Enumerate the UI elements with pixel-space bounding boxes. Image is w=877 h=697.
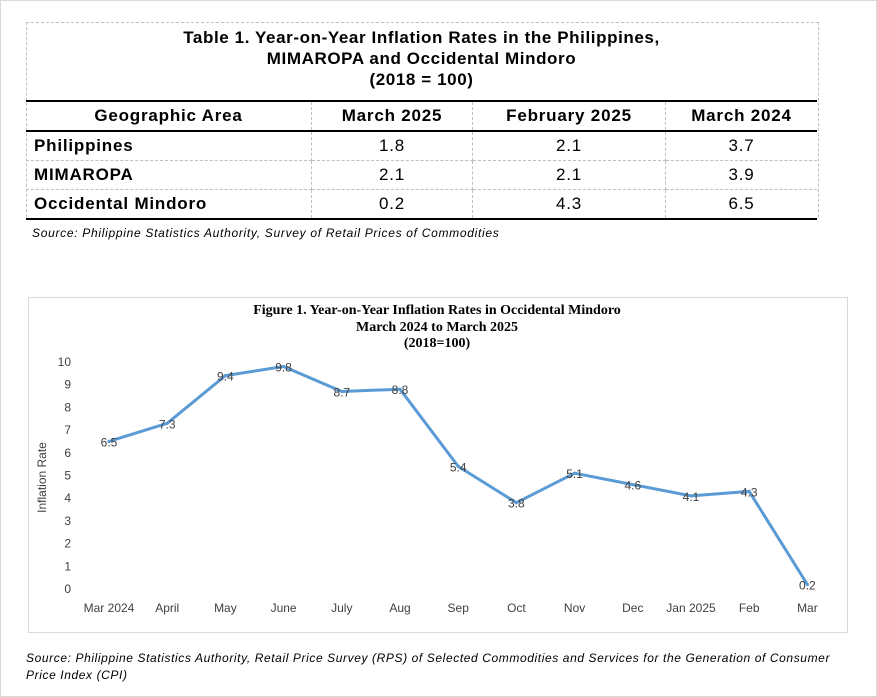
table-title-line-1: Table 1. Year-on-Year Inflation Rates in… [183, 28, 660, 47]
cell-area: Occidental Mindoro [26, 189, 312, 220]
data-label: 0.2 [799, 578, 816, 592]
inflation-table: Geographic Area March 2025 February 2025… [26, 100, 817, 220]
data-label: 5.4 [450, 460, 467, 474]
y-tick-label: 3 [64, 514, 71, 528]
table-header-row: Geographic Area March 2025 February 2025… [26, 100, 817, 132]
x-tick-label: Aug [389, 601, 410, 615]
cell-march-2024: 3.7 [665, 131, 817, 161]
cell-february-2025: 4.3 [472, 189, 666, 220]
x-tick-label: Sep [448, 601, 470, 615]
chart-title-line-3: (2018=100) [403, 336, 471, 351]
data-label: 6.5 [101, 435, 118, 449]
chart-title: Figure 1. Year-on-Year Inflation Rates i… [28, 303, 846, 353]
y-tick-label: 0 [64, 582, 71, 596]
series-line [107, 365, 809, 586]
data-point [573, 471, 577, 475]
chart-frame [28, 297, 848, 633]
data-point [689, 494, 693, 498]
y-axis-title: Inflation Rate [35, 442, 49, 513]
cell-february-2025: 2.1 [472, 160, 666, 190]
data-label: 9.8 [275, 361, 292, 375]
chart-title-line-1: Figure 1. Year-on-Year Inflation Rates i… [253, 303, 621, 318]
data-label: 8.7 [333, 386, 350, 400]
data-point [223, 374, 227, 378]
y-tick-label: 4 [64, 491, 71, 505]
table-source-note: Source: Philippine Statistics Authority,… [32, 226, 500, 240]
cell-march-2024: 6.5 [665, 189, 817, 220]
y-tick-label: 2 [64, 537, 71, 551]
data-point [514, 501, 519, 505]
cell-march-2025: 2.1 [311, 160, 473, 190]
data-point [282, 364, 286, 369]
x-tick-label: Dec [622, 601, 643, 615]
data-label: 4.3 [741, 485, 758, 499]
y-tick-label: 5 [64, 469, 71, 483]
x-tick-label: Mar 2024 [84, 601, 135, 615]
table-title: Table 1. Year-on-Year Inflation Rates in… [26, 27, 817, 90]
table-row: Occidental Mindoro 0.2 4.3 6.5 [26, 189, 817, 220]
table-title-line-2: MIMAROPA and Occidental Mindoro [266, 49, 577, 68]
chart-title-line-2: March 2024 to March 2025 [355, 319, 518, 335]
y-tick-label: 10 [58, 355, 72, 369]
cell-area: Philippines [26, 131, 312, 161]
data-point [340, 389, 344, 394]
header-geographic-area: Geographic Area [26, 100, 312, 132]
x-tick-label: July [331, 601, 352, 615]
data-point [107, 439, 111, 444]
x-tick-label: Mar [797, 601, 818, 615]
data-point [747, 489, 751, 493]
x-tick-label: April [155, 601, 179, 615]
data-point [631, 482, 635, 487]
x-tick-label: May [214, 601, 237, 615]
cell-march-2024: 3.9 [665, 160, 817, 190]
data-point [165, 421, 169, 425]
data-label: 3.8 [508, 497, 525, 511]
data-point [398, 387, 402, 391]
x-tick-label: Oct [507, 601, 526, 615]
data-label: 4.6 [624, 479, 641, 493]
data-label: 4.1 [683, 490, 700, 504]
header-march-2024: March 2024 [665, 100, 817, 132]
table-row: Philippines 1.8 2.1 3.7 [26, 131, 817, 161]
chart-source-note: Source: Philippine Statistics Authority,… [26, 651, 831, 682]
data-point [456, 464, 460, 469]
cell-february-2025: 2.1 [472, 131, 666, 161]
table-title-line-3: (2018 = 100) [369, 70, 474, 89]
data-label: 8.8 [392, 383, 409, 397]
header-february-2025: February 2025 [472, 100, 666, 132]
table-row: MIMAROPA 2.1 2.1 3.9 [26, 160, 817, 190]
cell-march-2025: 0.2 [311, 189, 473, 220]
y-tick-label: 9 [64, 378, 71, 392]
data-label: 5.1 [566, 467, 583, 481]
header-march-2025: March 2025 [311, 100, 473, 132]
x-tick-label: Nov [564, 601, 585, 615]
cell-march-2025: 1.8 [311, 131, 473, 161]
x-tick-label: June [271, 601, 297, 615]
data-point [805, 582, 810, 587]
y-tick-label: 8 [64, 400, 71, 414]
data-label: 7.3 [159, 417, 176, 431]
cell-area: MIMAROPA [26, 160, 312, 190]
x-tick-label: Feb [739, 601, 760, 615]
y-tick-label: 1 [64, 559, 71, 573]
y-tick-label: 6 [64, 446, 71, 460]
data-label: 9.4 [217, 370, 234, 384]
x-tick-label: Jan 2025 [666, 601, 716, 615]
y-tick-label: 7 [64, 423, 71, 437]
